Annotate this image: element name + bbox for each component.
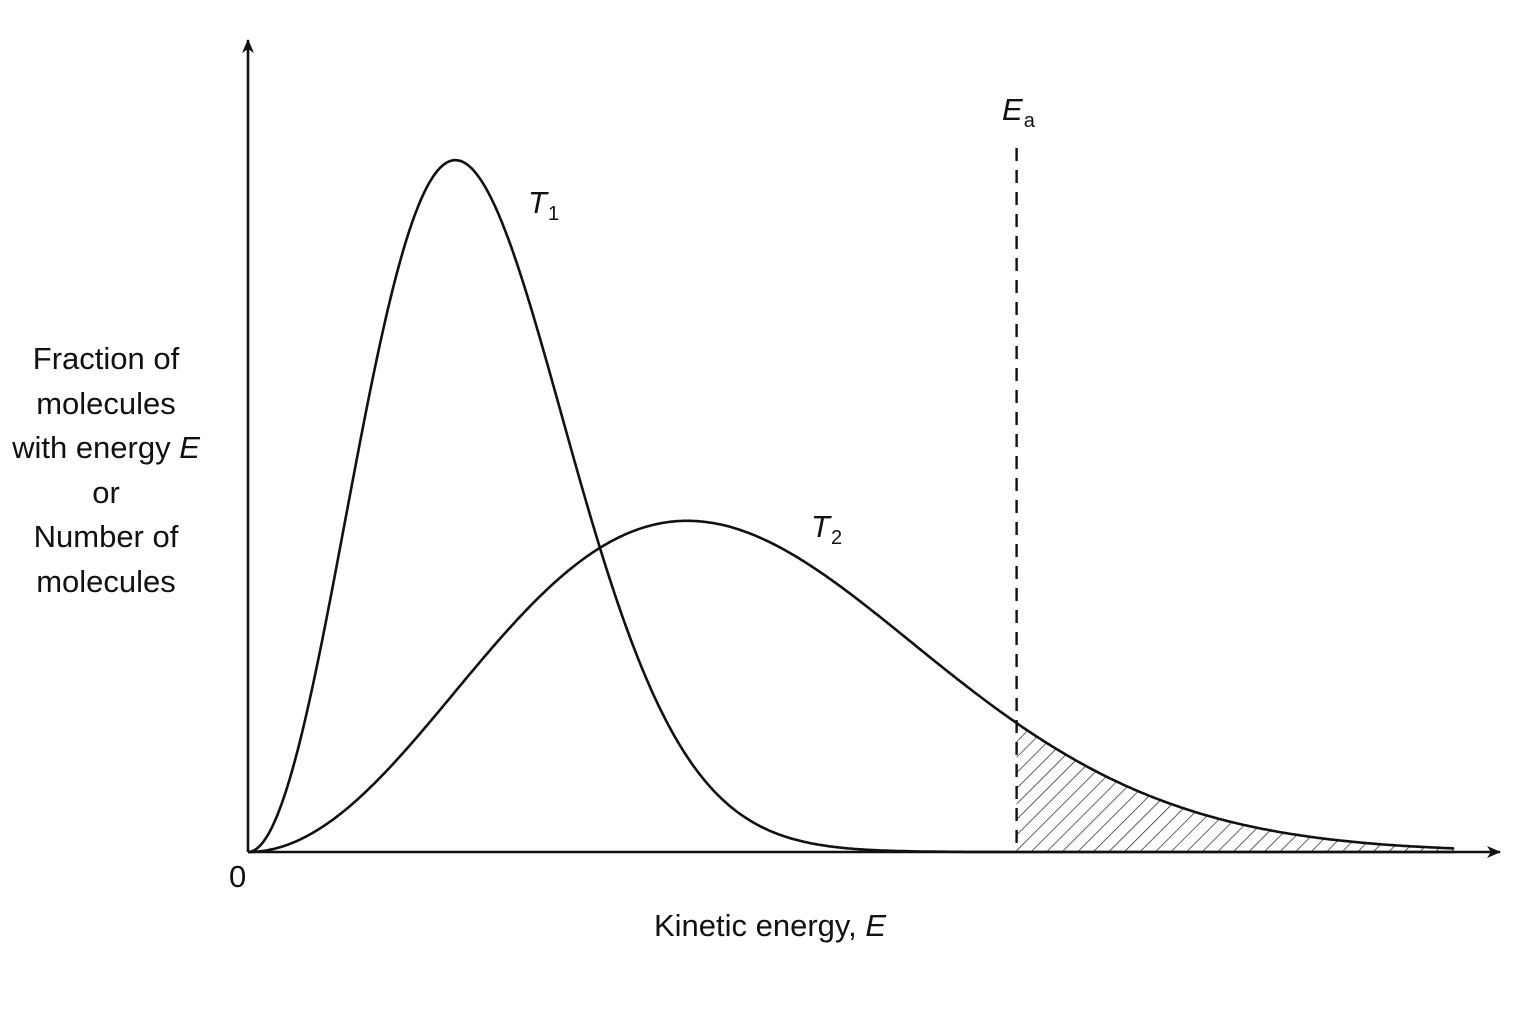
shaded-region-beyond-ea (1016, 723, 1455, 852)
x-axis-label: Kinetic energy, E (653, 908, 887, 943)
origin-label: 0 (229, 859, 247, 894)
curve-t1 (247, 158, 1454, 854)
y-label-line-5: Number of (33, 519, 179, 554)
y-label-line-1: Fraction of (32, 341, 180, 376)
y-label-line-6: molecules (36, 563, 176, 599)
curve-t2 (248, 519, 1455, 854)
y-axis-label: Fraction of molecules with energy E or N… (0, 337, 212, 604)
y-label-line-4: or (92, 474, 120, 510)
curve-label-t2: T2 (811, 509, 843, 549)
y-label-line-3: with energy E (12, 430, 200, 465)
curve-label-t1: T1 (528, 185, 560, 225)
activation-energy-label: Ea (1002, 92, 1035, 132)
y-label-line-2: molecules (36, 385, 176, 421)
